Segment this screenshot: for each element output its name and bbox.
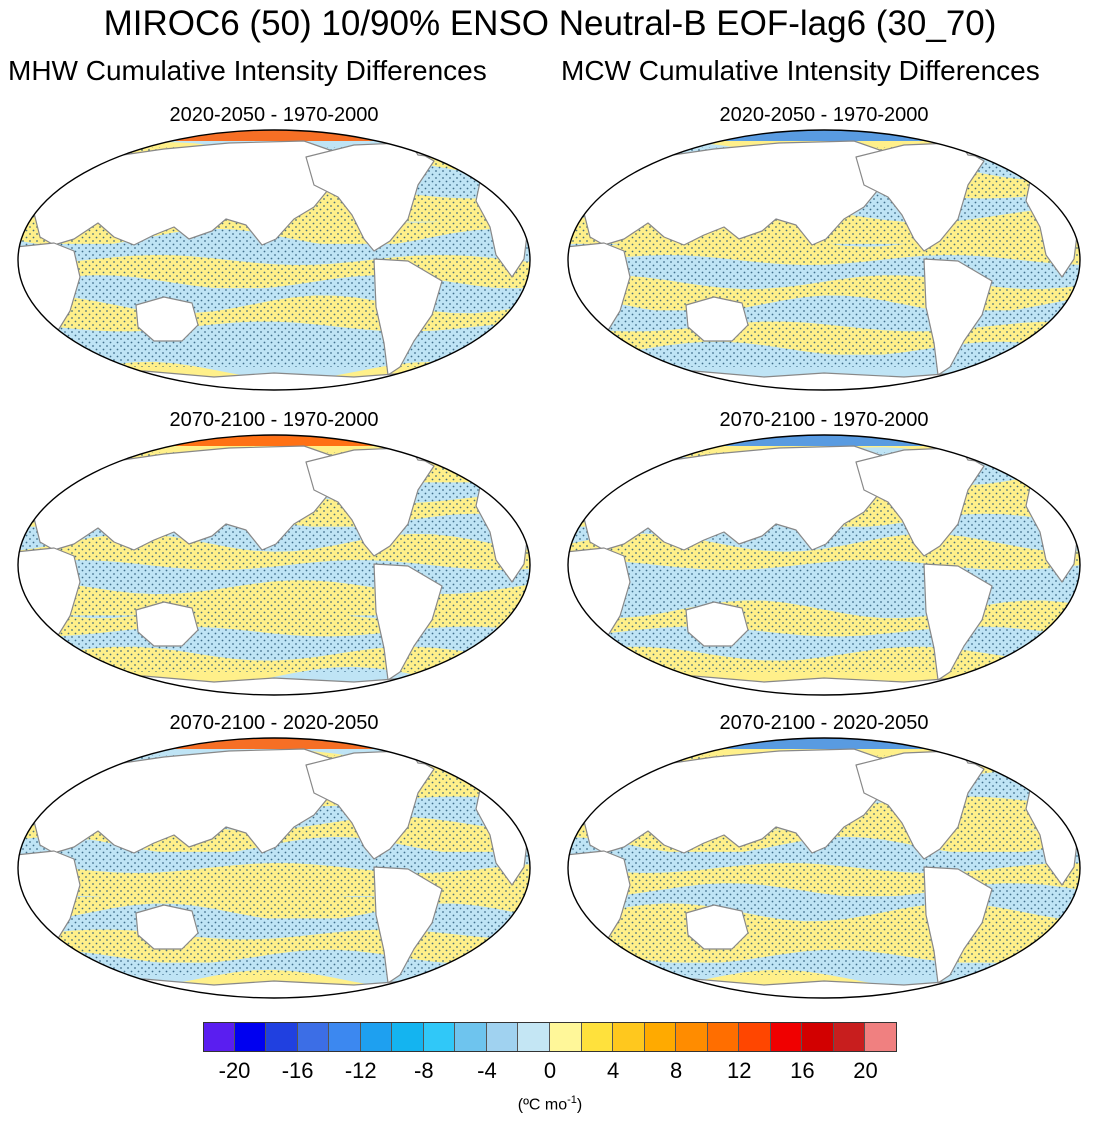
arctic-anomaly-strip [654, 130, 994, 141]
colorbar-frame [203, 1022, 897, 1052]
figure-title: MIROC6 (50) 10/90% ENSO Neutral-B EOF-la… [103, 4, 997, 43]
asia-landmass [31, 748, 345, 854]
map-boundary [17, 737, 531, 999]
colorbar-tick-label: 20 [853, 1058, 878, 1083]
world-map [17, 434, 531, 696]
asia-landmass [31, 140, 345, 246]
colorbar-units: (ºC mo-1) [0, 1094, 1100, 1114]
world-map [17, 737, 531, 999]
panel-title: 2070-2100 - 1970-2000 [719, 409, 929, 431]
south-america-landmass [373, 563, 443, 681]
colorbar-box [613, 1022, 645, 1052]
map-panel-mcw-late-vs-mid: 2070-2100 - 2020-2050 [564, 711, 1084, 1001]
units-close: ) [576, 1096, 583, 1114]
arctic-anomaly-strip [104, 738, 444, 749]
colorbar-box [423, 1022, 456, 1052]
colorbar-box [707, 1022, 740, 1052]
colorbar-box [297, 1022, 330, 1052]
colorbar-box [486, 1022, 519, 1052]
colorbar-box [739, 1022, 771, 1052]
map-panel-mhw-late-vs-mid: 2070-2100 - 2020-2050 [14, 711, 534, 1001]
colorbar-tick-label: 16 [790, 1058, 815, 1083]
asia-landmass [581, 748, 895, 854]
asia-landmass [31, 445, 345, 551]
colorbar-box [550, 1022, 582, 1052]
south-america-landmass [923, 258, 993, 376]
australia-landmass [685, 601, 749, 647]
units-exponent: -1 [567, 1094, 577, 1106]
colorbar-box [360, 1022, 393, 1052]
colorbar-tick-label: -8 [414, 1058, 434, 1083]
ocean-field [18, 130, 530, 390]
ocean-field [568, 435, 1080, 695]
australia-landmass [135, 601, 199, 647]
colorbar-tick-label: -20 [218, 1058, 251, 1083]
mhw-column-title: MHW Cumulative Intensity Differences [8, 55, 487, 86]
colorbar-tick-label: 4 [606, 1058, 620, 1083]
colorbar-tick-label: 8 [670, 1058, 683, 1083]
map-boundary [17, 129, 531, 391]
world-map [567, 737, 1081, 999]
colorbar-box [833, 1022, 866, 1052]
south-america-landmass [923, 866, 993, 984]
colorbar-box [455, 1022, 487, 1052]
map-boundary [567, 129, 1081, 391]
map-panel-mcw-2070-2100: 2070-2100 - 1970-2000 [564, 408, 1084, 698]
arctic-anomaly-strip [104, 130, 444, 141]
panel-title: 2070-2100 - 2020-2050 [719, 712, 929, 734]
asia-landmass [581, 445, 895, 551]
map-boundary [567, 737, 1081, 999]
australia-landmass [685, 904, 749, 950]
panel-title: 2020-2050 - 1970-2000 [169, 104, 379, 126]
colorbar-box [266, 1022, 298, 1052]
world-map [567, 129, 1081, 391]
colorbar [203, 1022, 897, 1052]
south-america-landmass [923, 563, 993, 681]
colorbar-box [802, 1022, 834, 1052]
map-panel-mhw-2070-2100: 2070-2100 - 1970-2000 [14, 408, 534, 698]
colorbar-box [676, 1022, 708, 1052]
ocean-field [568, 738, 1080, 998]
colorbar-tick-label: 12 [727, 1058, 752, 1083]
colorbar-tick-label: -4 [477, 1058, 497, 1083]
world-map [17, 129, 531, 391]
colorbar-tick-label: -12 [344, 1058, 377, 1083]
world-map [567, 434, 1081, 696]
ocean-field [18, 738, 530, 998]
australia-landmass [685, 296, 749, 342]
ocean-field [568, 130, 1080, 390]
map-boundary [567, 434, 1081, 696]
panel-title: 2020-2050 - 1970-2000 [719, 104, 929, 126]
colorbar-box [770, 1022, 803, 1052]
colorbar-box [581, 1022, 614, 1052]
colorbar-tick-label: -16 [281, 1058, 314, 1083]
asia-landmass [581, 140, 895, 246]
colorbar-box [518, 1022, 550, 1052]
south-america-landmass [373, 866, 443, 984]
south-america-landmass [373, 258, 443, 376]
colorbar-tick-label: 0 [543, 1058, 557, 1083]
colorbar-box [392, 1022, 424, 1052]
arctic-anomaly-strip [654, 435, 994, 446]
arctic-anomaly-strip [104, 435, 444, 446]
arctic-anomaly-strip [654, 738, 994, 749]
colorbar-box [203, 1022, 235, 1052]
map-panel-mcw-2020-2050: 2020-2050 - 1970-2000 [564, 103, 1084, 393]
colorbar-box [329, 1022, 361, 1052]
colorbar-box [644, 1022, 677, 1052]
colorbar-box [234, 1022, 267, 1052]
australia-landmass [135, 296, 199, 342]
map-boundary [17, 434, 531, 696]
mcw-column-title: MCW Cumulative Intensity Differences [561, 55, 1040, 86]
panel-title: 2070-2100 - 1970-2000 [169, 409, 379, 431]
australia-landmass [135, 904, 199, 950]
panel-title: 2070-2100 - 2020-2050 [169, 712, 379, 734]
units-label: (ºC mo [517, 1096, 568, 1114]
ocean-field [18, 435, 530, 695]
map-panel-mhw-2020-2050: 2020-2050 - 1970-2000 [14, 103, 534, 393]
